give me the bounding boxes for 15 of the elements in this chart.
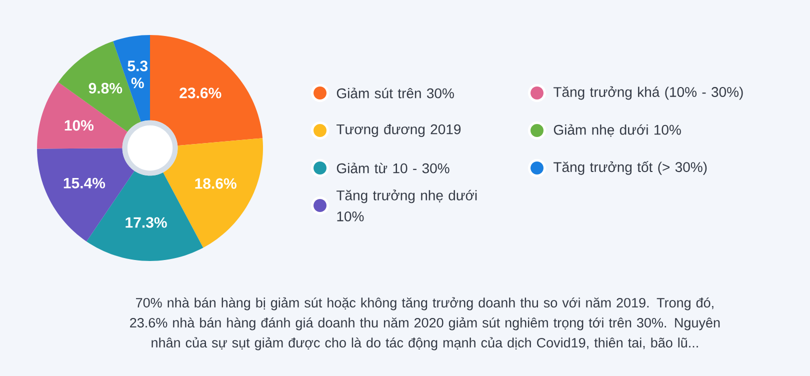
legend-label: Tăng trưởng nhẹ dưới 10% xyxy=(336,190,477,222)
data-label: 18.6% xyxy=(195,178,236,189)
data-label: 17.3% xyxy=(126,217,167,228)
legend-label: Giảm từ 10 - 30% xyxy=(336,162,450,174)
data-label: 10% xyxy=(64,120,94,131)
legend-label: Giảm nhẹ dưới 10% xyxy=(554,124,681,137)
data-label: 23.6% xyxy=(180,88,222,98)
text: 70% nhà bán hàng bị giảm sút hoặc không tăng trưởng doanh thu so với năm 2019. Trong đó, 23.6% nhà bán hàng đánh giá doanh thu năm 2020 giảm sút nghiêm trọng tới trên 30%. Nguyên nhân của sự sụt giảm được cho là do tác động mạnh của dịch Covid19, thiên tai, bão lũ... xyxy=(130,297,720,350)
legend-label: Tương đương 2019 xyxy=(336,124,461,138)
legend-label: Giảm sút trên 30% xyxy=(336,88,454,98)
legend-label: Tăng trưởng khá (10% - 30%) xyxy=(554,86,743,100)
data-label: 5.3 % xyxy=(128,60,148,88)
data-label: 9.8% xyxy=(88,82,122,94)
data-label: 15.4% xyxy=(64,178,106,188)
legend-label: Tăng trưởng tốt (> 30%) xyxy=(554,161,707,175)
